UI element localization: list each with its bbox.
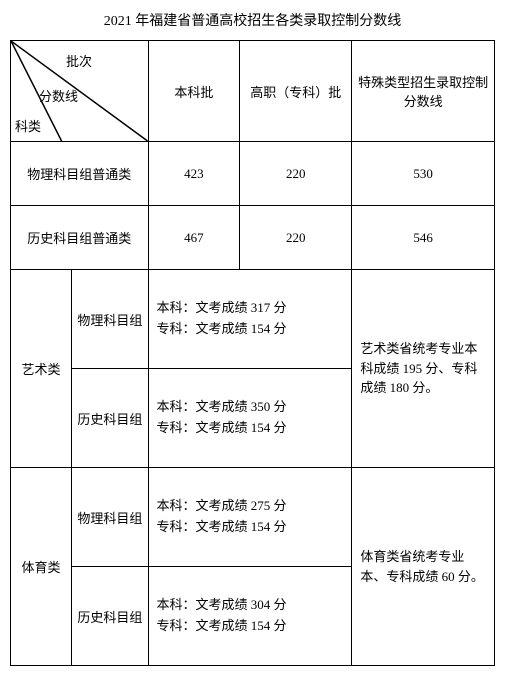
row-lishi-label: 历史科目组普通类	[11, 206, 149, 270]
row-wuli-label: 物理科目组普通类	[11, 142, 149, 206]
tiyu-note: 体育类省统考专业本、专科成绩 60 分。	[352, 468, 495, 666]
col-teshu: 特殊类型招生录取控制分数线	[352, 41, 495, 142]
lishi-teshu: 546	[352, 206, 495, 270]
col-benke: 本科批	[148, 41, 240, 142]
header-kelei: 科类	[15, 116, 41, 135]
tiyu-wuli-text: 本科：文考成绩 275 分专科：文考成绩 154 分	[148, 468, 352, 567]
tiyu-wuli-sub: 物理科目组	[72, 468, 148, 567]
score-table: 批次 分数线 科类 本科批 高职（专科）批 特殊类型招生录取控制分数线 物理科目…	[10, 40, 495, 666]
header-pici: 批次	[66, 51, 92, 70]
wuli-benke: 423	[148, 142, 240, 206]
group-tiyu: 体育类	[11, 468, 72, 666]
group-yishu: 艺术类	[11, 270, 72, 468]
yishu-note: 艺术类省统考专业本科成绩 195 分、专科成绩 180 分。	[352, 270, 495, 468]
yishu-wuli-text: 本科：文考成绩 317 分专科：文考成绩 154 分	[148, 270, 352, 369]
lishi-gaozhi: 220	[240, 206, 352, 270]
lishi-benke: 467	[148, 206, 240, 270]
wuli-gaozhi: 220	[240, 142, 352, 206]
header-fenshuxian: 分数线	[39, 86, 78, 105]
page-title: 2021 年福建省普通高校招生各类录取控制分数线	[10, 10, 495, 30]
tiyu-lishi-sub: 历史科目组	[72, 567, 148, 666]
diagonal-header: 批次 分数线 科类	[11, 41, 149, 142]
yishu-wuli-sub: 物理科目组	[72, 270, 148, 369]
yishu-lishi-text: 本科：文考成绩 350 分专科：文考成绩 154 分	[148, 369, 352, 468]
yishu-lishi-sub: 历史科目组	[72, 369, 148, 468]
tiyu-lishi-text: 本科：文考成绩 304 分专科：文考成绩 154 分	[148, 567, 352, 666]
col-gaozhi: 高职（专科）批	[240, 41, 352, 142]
wuli-teshu: 530	[352, 142, 495, 206]
